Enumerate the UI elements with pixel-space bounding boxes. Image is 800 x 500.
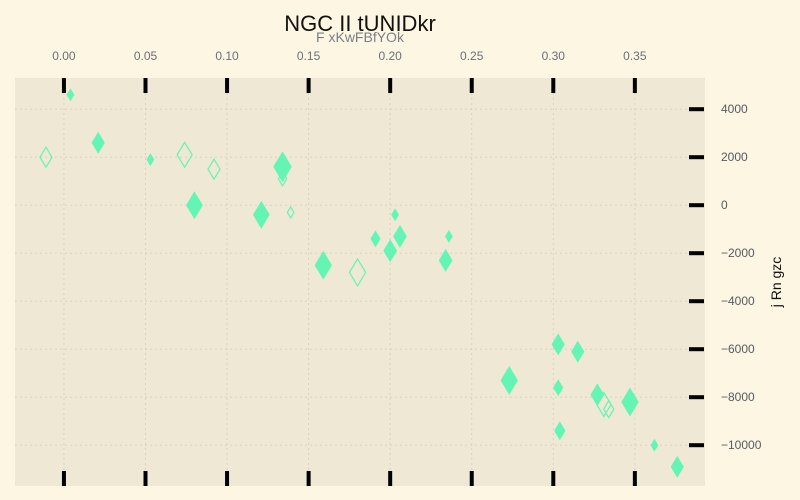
axis-ticks <box>61 78 704 486</box>
scatter-point <box>650 438 659 452</box>
grid-lines <box>15 78 705 486</box>
chart-title: NGC II tUNIDkr <box>284 11 436 36</box>
scatter-point <box>186 191 203 220</box>
scatter-point <box>500 365 518 395</box>
y-axis-label: j Rn gzc <box>768 257 784 309</box>
scatter-point <box>391 208 399 222</box>
y-tick-label: −8000 <box>721 390 755 404</box>
scatter-point <box>273 151 292 183</box>
scatter-point <box>393 224 407 248</box>
x-tick-label: 0.10 <box>215 49 239 63</box>
scatter-point <box>207 158 221 181</box>
scatter-point <box>314 250 332 280</box>
x-tick-label: 0.05 <box>134 49 158 63</box>
x-tick-label: 0.35 <box>623 49 647 63</box>
x-tick-label: 0.20 <box>378 49 402 63</box>
scatter-point <box>39 146 53 169</box>
scatter-point <box>670 455 684 478</box>
scatter-point <box>554 421 566 441</box>
scatter-point <box>176 141 193 169</box>
y-tick-label: −10000 <box>721 438 762 452</box>
scatter-point <box>277 170 288 187</box>
scatter-point <box>348 257 367 288</box>
scatter-point <box>383 239 398 263</box>
scatter-point <box>146 153 155 167</box>
y-tick-label: 2000 <box>721 150 748 164</box>
x-axis-label: F xKwFBfYOk <box>316 29 405 45</box>
scatter-point <box>553 379 564 397</box>
x-tick-label: 0.30 <box>542 49 566 63</box>
scatter-point <box>252 200 270 229</box>
x-tick-label: 0.25 <box>460 49 484 63</box>
scatter-point <box>621 387 639 417</box>
scatter-point <box>438 248 453 272</box>
x-tick-label: 0.15 <box>297 49 321 63</box>
scatter-point <box>602 399 615 419</box>
scatter-point <box>286 205 295 220</box>
scatter-point <box>571 340 585 363</box>
y-tick-label: 4000 <box>721 102 748 116</box>
x-tick-label: 0.00 <box>52 49 76 63</box>
scatter-point <box>91 131 105 154</box>
scatter-point <box>445 229 453 243</box>
y-tick-label: −6000 <box>721 342 755 356</box>
y-tick-label: −4000 <box>721 294 755 308</box>
scatter-point <box>370 230 381 248</box>
y-tick-label: 0 <box>721 198 728 212</box>
y-tick-label: −2000 <box>721 246 755 260</box>
scatter-point <box>551 333 565 356</box>
data-points <box>39 88 684 478</box>
scatter-point <box>66 88 75 102</box>
